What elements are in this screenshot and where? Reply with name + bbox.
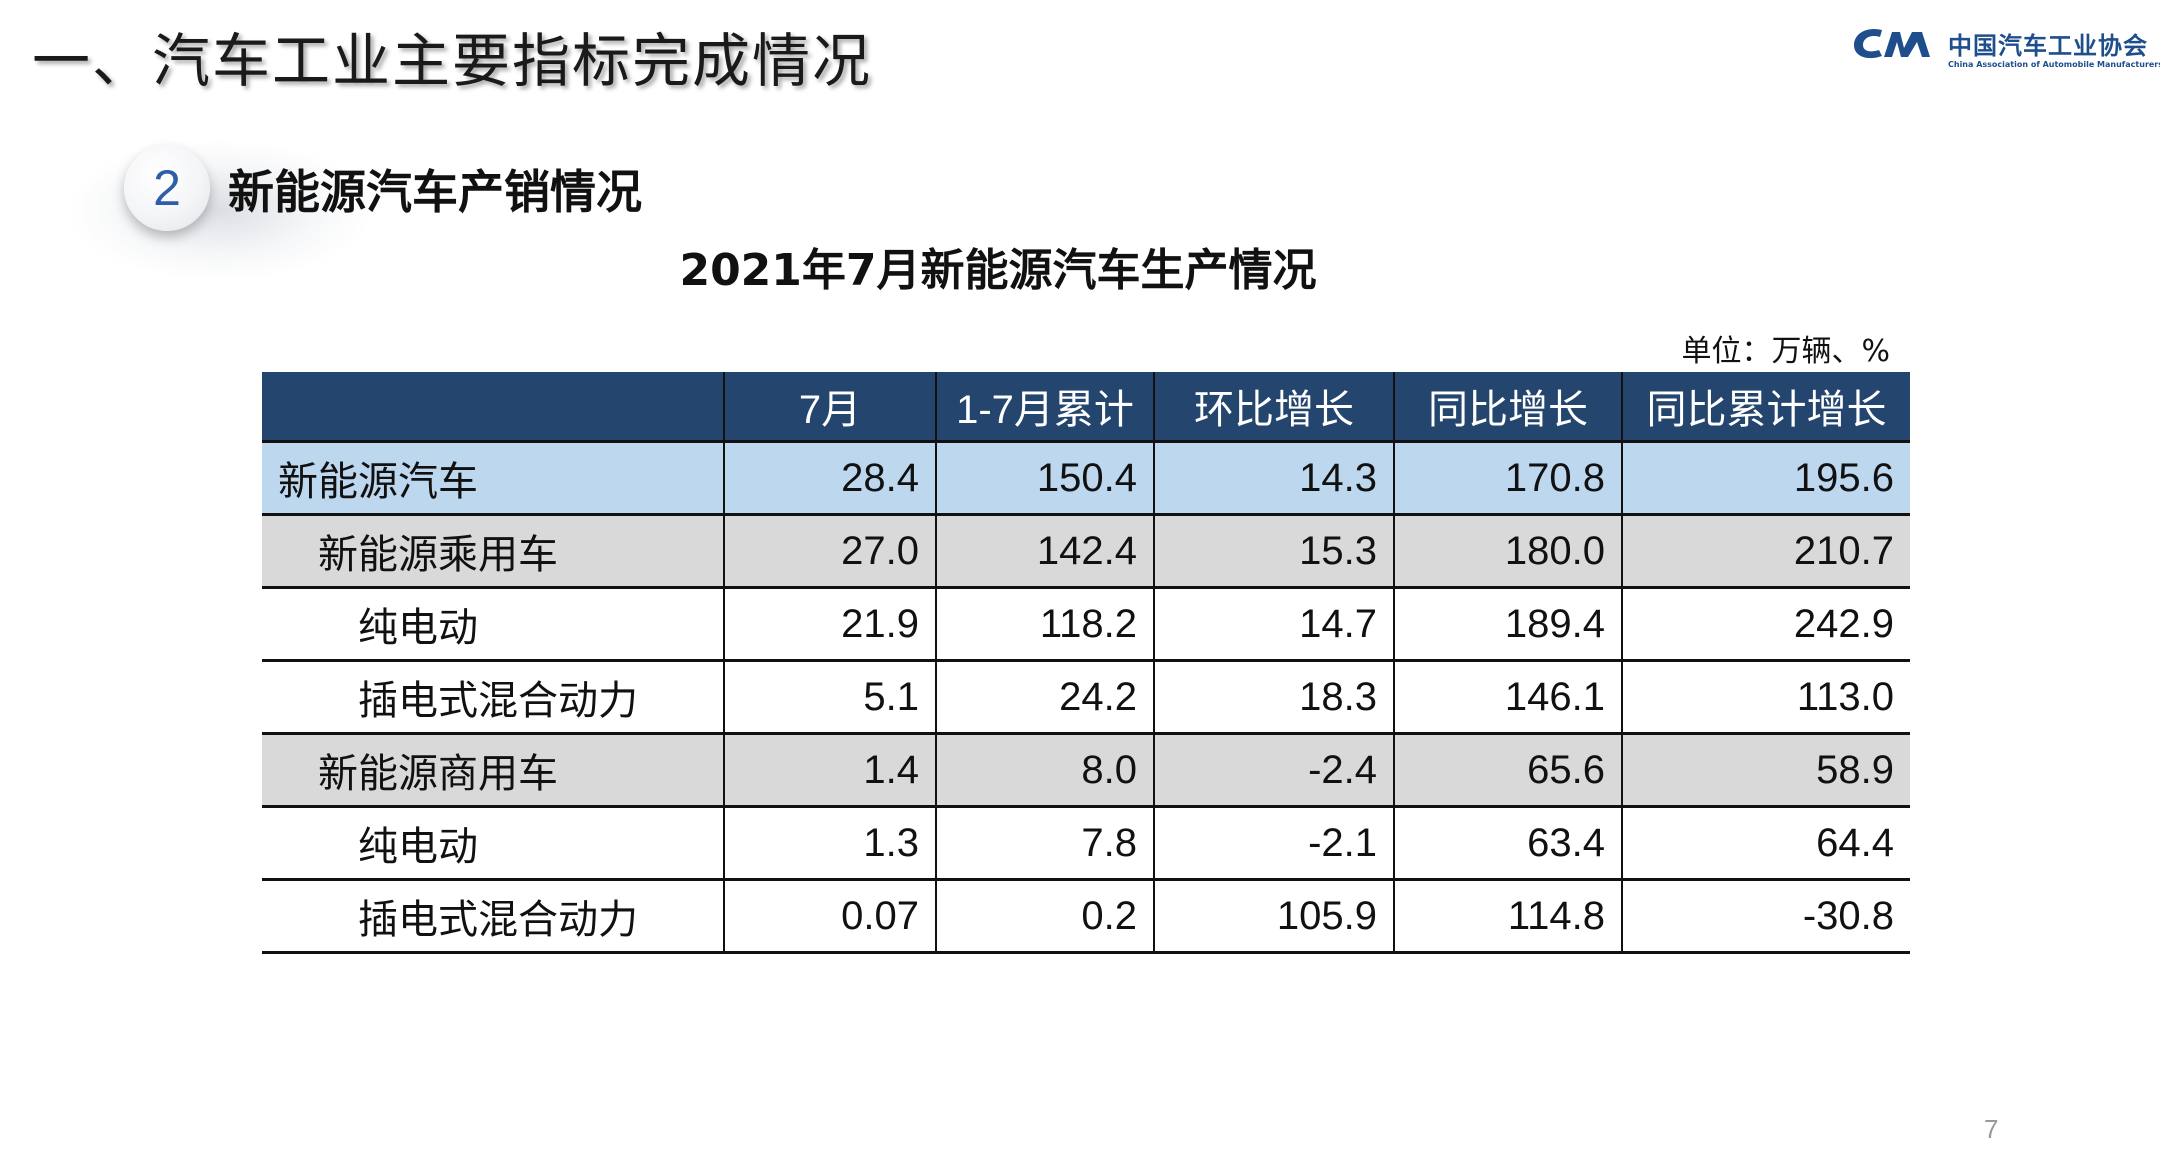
column-header — [262, 372, 724, 443]
table-cell: 150.4 — [935, 441, 1154, 516]
table-cell: 21.9 — [723, 587, 936, 662]
table-cell: 1.3 — [723, 806, 936, 881]
table-cell: 195.6 — [1621, 441, 1910, 516]
logo-chinese-name: 中国汽车工业协会 — [1948, 32, 2148, 60]
table-row: 纯电动 1.3 7.8 -2.1 63.4 64.4 — [262, 806, 1910, 881]
table-cell: 15.3 — [1153, 514, 1394, 589]
row-label: 纯电动 — [262, 587, 724, 662]
column-header: 环比增长 — [1153, 372, 1394, 443]
table-row: 纯电动 21.9 118.2 14.7 189.4 242.9 — [262, 587, 1910, 662]
table-row: 新能源商用车 1.4 8.0 -2.4 65.6 58.9 — [262, 733, 1910, 808]
table-cell: 18.3 — [1153, 660, 1394, 735]
table-cell: 105.9 — [1153, 879, 1394, 954]
table-cell: 0.2 — [935, 879, 1154, 954]
table-cell: 1.4 — [723, 733, 936, 808]
table-row: 新能源汽车 28.4 150.4 14.3 170.8 195.6 — [262, 441, 1910, 516]
row-label: 新能源商用车 — [262, 733, 724, 808]
table-cell: 114.8 — [1393, 879, 1622, 954]
table-cell: 63.4 — [1393, 806, 1622, 881]
table-cell: 14.3 — [1153, 441, 1394, 516]
section-number: 2 — [153, 160, 181, 216]
section-title: 新能源汽车产销情况 — [228, 165, 642, 219]
table-cell: 242.9 — [1621, 587, 1910, 662]
row-label: 插电式混合动力 — [262, 660, 724, 735]
table-row: 插电式混合动力 0.07 0.2 105.9 114.8 -30.8 — [262, 879, 1910, 954]
table-cell: 14.7 — [1153, 587, 1394, 662]
table-row: 插电式混合动力 5.1 24.2 18.3 146.1 113.0 — [262, 660, 1910, 735]
table-cell: 24.2 — [935, 660, 1154, 735]
table-cell: 0.07 — [723, 879, 936, 954]
table-cell: 64.4 — [1621, 806, 1910, 881]
table-cell: 180.0 — [1393, 514, 1622, 589]
table-cell: 5.1 — [723, 660, 936, 735]
caam-logo-icon — [1854, 28, 1930, 59]
column-header: 同比增长 — [1393, 372, 1622, 443]
section-number-badge: 2 — [124, 145, 210, 231]
row-label: 新能源汽车 — [262, 441, 724, 516]
table-header-row: 7月 1-7月累计 环比增长 同比增长 同比累计增长 — [262, 372, 1910, 443]
row-label: 插电式混合动力 — [262, 879, 724, 954]
table-cell: 58.9 — [1621, 733, 1910, 808]
column-header: 同比累计增长 — [1621, 372, 1910, 443]
table-cell: 210.7 — [1621, 514, 1910, 589]
table-cell: 28.4 — [723, 441, 936, 516]
production-table: 7月 1-7月累计 环比增长 同比增长 同比累计增长 新能源汽车 28.4 15… — [262, 372, 1910, 954]
table-cell: 170.8 — [1393, 441, 1622, 516]
logo: 中国汽车工业协会 China Association of Automobile… — [1852, 20, 2160, 80]
column-header: 1-7月累计 — [935, 372, 1154, 443]
column-header: 7月 — [723, 372, 936, 443]
table-cell: 113.0 — [1621, 660, 1910, 735]
logo-english-name: China Association of Automobile Manufact… — [1948, 60, 2160, 69]
table-cell: -2.4 — [1153, 733, 1394, 808]
table-cell: 8.0 — [935, 733, 1154, 808]
section-badge-glow — [70, 140, 370, 280]
table-cell: 146.1 — [1393, 660, 1622, 735]
table-cell: 189.4 — [1393, 587, 1622, 662]
table-cell: 118.2 — [935, 587, 1154, 662]
row-label: 纯电动 — [262, 806, 724, 881]
table-cell: 7.8 — [935, 806, 1154, 881]
table-row: 新能源乘用车 27.0 142.4 15.3 180.0 210.7 — [262, 514, 1910, 589]
unit-label: 单位：万辆、% — [1681, 334, 1890, 369]
table-cell: 65.6 — [1393, 733, 1622, 808]
page-number: 7 — [1984, 1114, 1999, 1144]
table-cell: 142.4 — [935, 514, 1154, 589]
table-cell: -30.8 — [1621, 879, 1910, 954]
table-title-wrap: 2021年7月新能源汽车生产情况 — [0, 234, 2160, 298]
page-title: 一、汽车工业主要指标完成情况 — [32, 27, 873, 95]
table-cell: -2.1 — [1153, 806, 1394, 881]
table-cell: 27.0 — [723, 514, 936, 589]
table-title: 2021年7月新能源汽车生产情况 — [679, 245, 1317, 296]
row-label: 新能源乘用车 — [262, 514, 724, 589]
